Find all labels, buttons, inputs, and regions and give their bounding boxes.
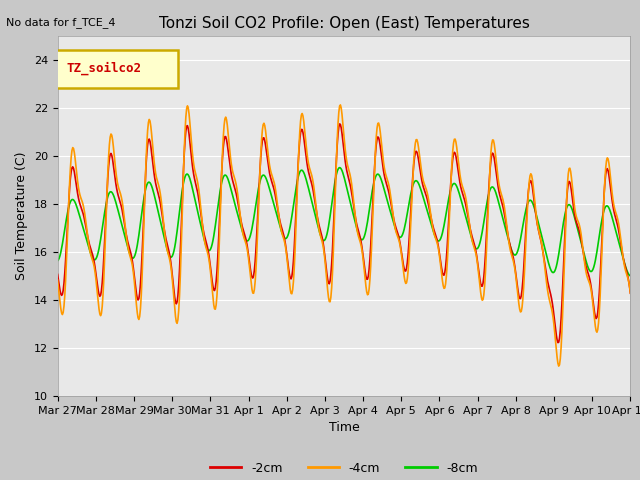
-2cm: [336, 121, 344, 127]
-8cm: [211, 223, 219, 228]
-8cm: [64, 208, 72, 214]
-2cm: [415, 156, 422, 162]
Line: -8cm: -8cm: [58, 168, 630, 276]
Title: Tonzi Soil CO2 Profile: Open (East) Temperatures: Tonzi Soil CO2 Profile: Open (East) Temp…: [159, 16, 529, 31]
-4cm: [64, 220, 72, 226]
-8cm: [123, 241, 131, 247]
X-axis label: Time: Time: [328, 421, 360, 434]
Text: TZ_soilco2: TZ_soilco2: [66, 62, 141, 75]
-2cm: [627, 290, 634, 296]
-2cm: [54, 272, 61, 277]
-8cm: [54, 258, 61, 264]
-8cm: [431, 234, 439, 240]
-8cm: [415, 180, 422, 186]
-8cm: [336, 165, 344, 170]
-4cm: [181, 128, 189, 133]
Line: -2cm: -2cm: [58, 124, 630, 343]
-4cm: [337, 102, 344, 108]
-4cm: [211, 306, 219, 312]
Line: -4cm: -4cm: [58, 105, 630, 366]
-4cm: [555, 363, 563, 369]
-2cm: [123, 235, 131, 241]
-8cm: [181, 174, 189, 180]
-2cm: [181, 137, 189, 143]
Legend: -2cm, -4cm, -8cm: -2cm, -4cm, -8cm: [205, 457, 483, 480]
-8cm: [627, 273, 634, 279]
-4cm: [123, 238, 131, 243]
-2cm: [211, 285, 219, 291]
FancyBboxPatch shape: [55, 50, 178, 88]
-2cm: [554, 340, 562, 346]
-4cm: [415, 144, 422, 150]
-4cm: [627, 290, 634, 296]
-4cm: [54, 277, 61, 283]
-2cm: [431, 231, 439, 237]
Y-axis label: Soil Temperature (C): Soil Temperature (C): [15, 152, 28, 280]
-2cm: [64, 213, 72, 218]
-4cm: [431, 234, 439, 240]
Text: No data for f_TCE_4: No data for f_TCE_4: [6, 17, 116, 28]
